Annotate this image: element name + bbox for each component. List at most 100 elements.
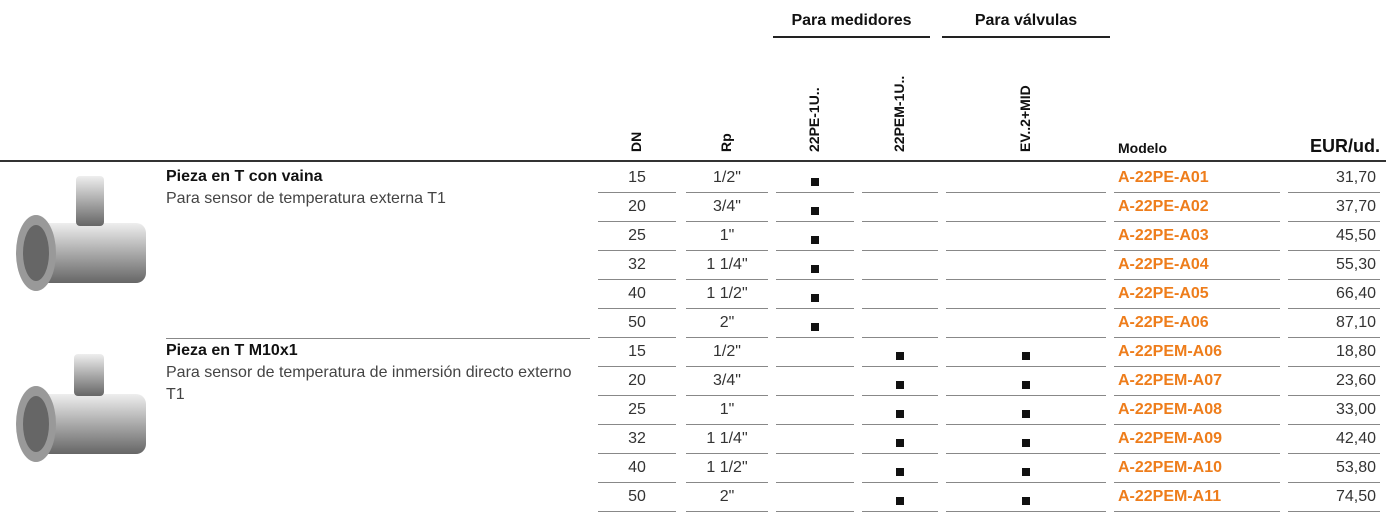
compat-cell [776, 251, 854, 280]
check-mark [1022, 468, 1030, 476]
product-image [16, 176, 146, 291]
dn-cell: 25 [598, 396, 676, 425]
model-cell: A-22PE-A03 [1114, 222, 1280, 251]
column-header: 22PEM-1U.. [891, 75, 907, 152]
compat-cell [862, 280, 938, 309]
compat-cell [776, 425, 854, 454]
compat-cell [862, 396, 938, 425]
model-cell: A-22PE-A01 [1114, 164, 1280, 193]
price-cell: 23,60 [1288, 367, 1380, 396]
price-cell: 53,80 [1288, 454, 1380, 483]
rp-cell: 1" [686, 396, 768, 425]
rp-cell: 1 1/2" [686, 454, 768, 483]
rp-cell: 3/4" [686, 193, 768, 222]
dn-cell: 15 [598, 164, 676, 193]
compat-cell [776, 454, 854, 483]
group-header: Para medidores [773, 12, 930, 38]
rp-cell: 2" [686, 309, 768, 338]
product-description: Para sensor de temperatura de inmersión … [166, 364, 572, 403]
compat-cell [776, 483, 854, 512]
dn-cell: 32 [598, 251, 676, 280]
price-cell: 66,40 [1288, 280, 1380, 309]
dn-cell: 50 [598, 483, 676, 512]
product-name: Pieza en T M10x1 [166, 342, 298, 359]
rp-cell: 3/4" [686, 367, 768, 396]
group-header: Para válvulas [942, 12, 1110, 38]
product-name: Pieza en T con vaina [166, 168, 323, 185]
compat-cell [946, 280, 1106, 309]
compat-cell [862, 483, 938, 512]
model-cell: A-22PEM-A07 [1114, 367, 1280, 396]
check-mark [1022, 497, 1030, 505]
model-cell: A-22PE-A04 [1114, 251, 1280, 280]
check-mark [811, 178, 819, 186]
header-rule [0, 160, 1386, 162]
compat-cell [776, 338, 854, 367]
check-mark [1022, 381, 1030, 389]
rp-cell: 1" [686, 222, 768, 251]
dn-cell: 40 [598, 280, 676, 309]
column-header: Rp [718, 133, 734, 152]
compat-cell [776, 164, 854, 193]
check-mark [1022, 439, 1030, 447]
model-cell: A-22PE-A05 [1114, 280, 1280, 309]
compat-cell [946, 367, 1106, 396]
model-cell: A-22PEM-A09 [1114, 425, 1280, 454]
model-cell: A-22PEM-A10 [1114, 454, 1280, 483]
compat-cell [862, 222, 938, 251]
compat-cell [862, 164, 938, 193]
compat-cell [946, 164, 1106, 193]
rp-cell: 1 1/4" [686, 251, 768, 280]
dn-cell: 32 [598, 425, 676, 454]
price-cell: 87,10 [1288, 309, 1380, 338]
compat-cell [862, 454, 938, 483]
check-mark [896, 381, 904, 389]
check-mark [811, 236, 819, 244]
model-cell: A-22PE-A02 [1114, 193, 1280, 222]
compat-cell [946, 309, 1106, 338]
product-rule [166, 338, 590, 339]
dn-cell: 40 [598, 454, 676, 483]
compat-cell [776, 396, 854, 425]
compat-cell [946, 454, 1106, 483]
compat-cell [946, 222, 1106, 251]
check-mark [1022, 410, 1030, 418]
dn-cell: 15 [598, 338, 676, 367]
model-cell: A-22PEM-A08 [1114, 396, 1280, 425]
compat-cell [776, 193, 854, 222]
price-cell: 74,50 [1288, 483, 1380, 512]
check-mark [1022, 352, 1030, 360]
compat-cell [862, 338, 938, 367]
rp-cell: 1/2" [686, 164, 768, 193]
check-mark [896, 410, 904, 418]
column-header: 22PE-1U.. [806, 87, 822, 152]
compat-cell [776, 280, 854, 309]
dn-cell: 20 [598, 193, 676, 222]
model-cell: A-22PE-A06 [1114, 309, 1280, 338]
price-cell: 18,80 [1288, 338, 1380, 367]
check-mark [896, 468, 904, 476]
price-cell: 37,70 [1288, 193, 1380, 222]
dn-cell: 20 [598, 367, 676, 396]
price-cell: 42,40 [1288, 425, 1380, 454]
compat-cell [862, 367, 938, 396]
compat-cell [946, 251, 1106, 280]
rp-cell: 1 1/2" [686, 280, 768, 309]
compat-cell [862, 251, 938, 280]
check-mark [811, 207, 819, 215]
check-mark [896, 497, 904, 505]
price-cell: 31,70 [1288, 164, 1380, 193]
price-cell: 55,30 [1288, 251, 1380, 280]
check-mark [811, 265, 819, 273]
product-description: Para sensor de temperatura externa T1 [166, 190, 446, 207]
dn-cell: 25 [598, 222, 676, 251]
compat-cell [776, 222, 854, 251]
rp-cell: 2" [686, 483, 768, 512]
compat-cell [862, 425, 938, 454]
model-cell: A-22PEM-A06 [1114, 338, 1280, 367]
price-cell: 33,00 [1288, 396, 1380, 425]
check-mark [896, 352, 904, 360]
product-image [16, 354, 146, 462]
compat-cell [862, 309, 938, 338]
